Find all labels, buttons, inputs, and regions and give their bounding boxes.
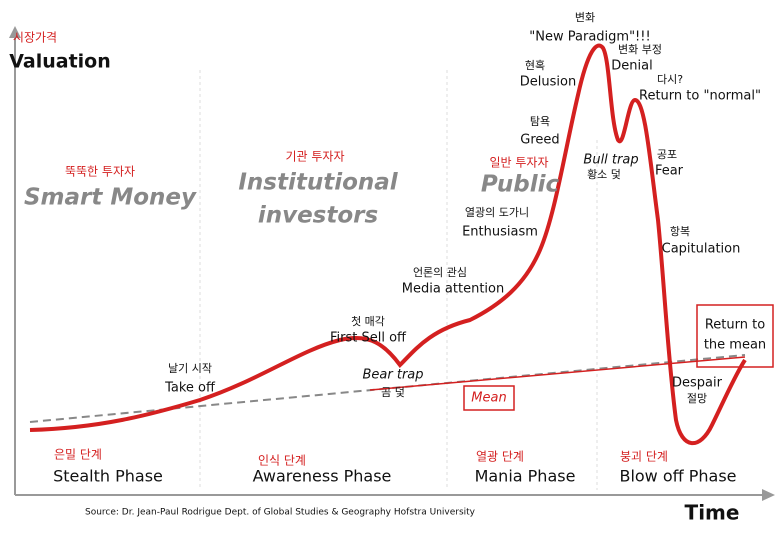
phase-korean: 은밀 단계 xyxy=(54,448,102,462)
annotation-korean: 날기 시작 xyxy=(168,362,212,375)
group-name: Institutional xyxy=(238,170,398,196)
annotation: Bull trap xyxy=(583,153,638,168)
axis-label: Valuation xyxy=(9,51,111,73)
annotation-korean: 열광의 도가니 xyxy=(465,206,529,219)
annotation: Fear xyxy=(655,164,684,179)
annotation-korean: 언론의 관심 xyxy=(413,266,467,279)
annotation: Bear trap xyxy=(362,368,423,383)
phase-name: Awareness Phase xyxy=(253,467,392,486)
annotation: Denial xyxy=(611,59,652,74)
annotation: "New Paradigm"!!! xyxy=(529,30,650,45)
bubble-curve xyxy=(29,43,747,446)
annotation-korean: 변화 xyxy=(575,11,595,24)
annotation-korean: 곰 덫 xyxy=(381,386,405,399)
phase-korean: 인식 단계 xyxy=(258,454,306,468)
return-box xyxy=(696,304,774,368)
group-korean: 기관 투자자 xyxy=(285,150,344,164)
dividers xyxy=(199,70,598,490)
return-label: Return to xyxy=(705,318,765,333)
annotation-korean: 절망 xyxy=(687,392,707,405)
axis-label: 시장가격 xyxy=(13,31,57,45)
phase-name: Blow off Phase xyxy=(619,467,736,486)
annotation: Return to "normal" xyxy=(639,89,761,104)
trend-line xyxy=(29,354,746,423)
annotation: Media attention xyxy=(402,282,504,297)
phase-name: Mania Phase xyxy=(475,467,576,486)
annotation: Enthusiasm xyxy=(462,225,538,240)
source: Source: Dr. Jean-Paul Rodrigue Dept. of … xyxy=(85,508,476,518)
group-korean: 뚝뚝한 투자자 xyxy=(65,165,135,179)
group-korean: 일반 투자자 xyxy=(489,156,548,170)
annotation-korean: 항복 xyxy=(670,225,690,238)
annotation-korean: 다시? xyxy=(657,73,683,86)
annotation: Capitulation xyxy=(662,242,741,257)
mean-line xyxy=(369,356,746,391)
annotation: Despair xyxy=(672,376,723,391)
annotation-korean: 첫 매각 xyxy=(351,315,385,328)
return-label: the mean xyxy=(704,338,766,353)
annotation: Delusion xyxy=(520,75,576,90)
annotation: Take off xyxy=(164,381,216,396)
annotation-korean: 황소 덫 xyxy=(587,168,621,181)
annotation-korean: 현혹 xyxy=(525,58,545,72)
axes xyxy=(9,26,775,501)
annotation: Greed xyxy=(520,133,559,148)
annotation-korean: 공포 xyxy=(657,148,677,161)
annotation-korean: 변화 부정 xyxy=(618,43,662,56)
mean-label: Mean xyxy=(471,391,506,406)
mean-box xyxy=(463,385,515,411)
phase-name: Stealth Phase xyxy=(53,467,163,486)
phase-korean: 열광 단계 xyxy=(476,450,524,464)
annotation-korean: 탐욕 xyxy=(530,115,550,128)
group-name: Public xyxy=(481,172,560,198)
annotation: First Sell off xyxy=(330,331,407,346)
group-name: Smart Money xyxy=(24,185,197,211)
phase-korean: 붕괴 단계 xyxy=(620,450,668,464)
group-name: investors xyxy=(258,203,378,229)
axis-label: Time xyxy=(685,501,740,525)
